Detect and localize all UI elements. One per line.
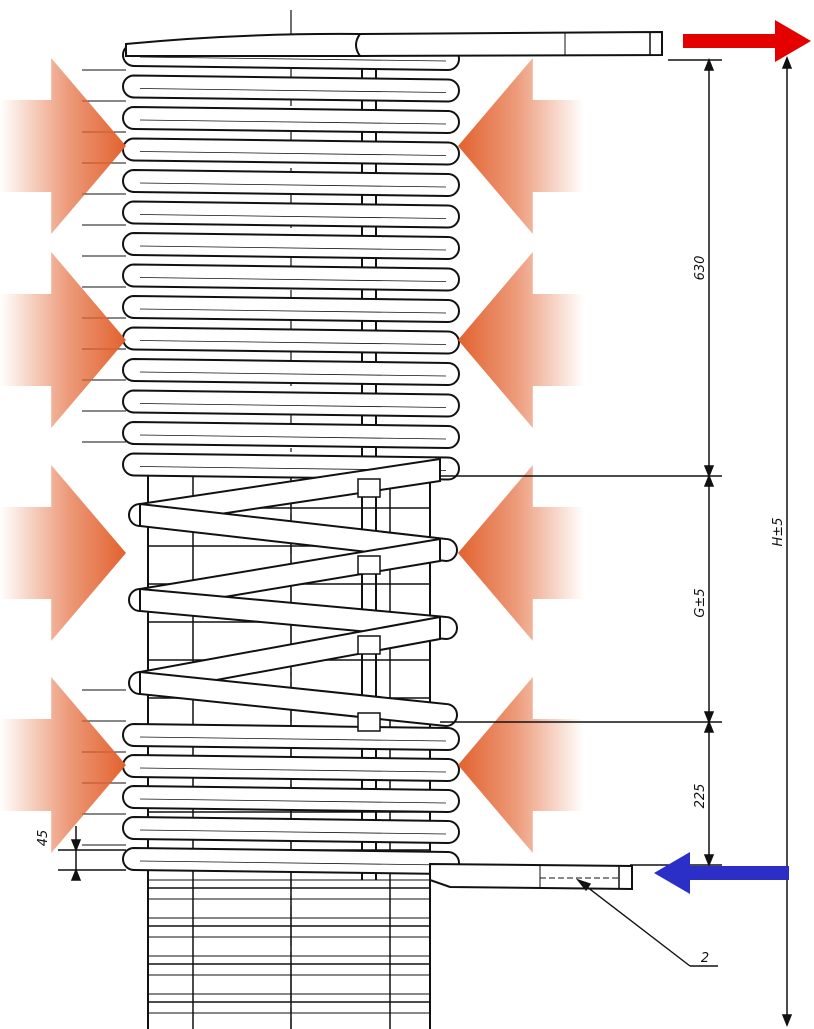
heat-arrow-left-icon bbox=[0, 465, 126, 641]
dimension-label-630: 630 bbox=[693, 256, 708, 281]
coil-turn bbox=[122, 105, 460, 135]
heat-arrow-right-icon bbox=[458, 677, 584, 853]
callout-label-2: 2 bbox=[701, 951, 709, 966]
coil-turn bbox=[122, 263, 460, 292]
coil-turn bbox=[122, 357, 460, 387]
coil-turn bbox=[122, 784, 460, 814]
dimension-label-225: 225 bbox=[693, 784, 708, 809]
dimension-label-g: G±5 bbox=[693, 588, 708, 617]
inlet-flow-arrow-icon bbox=[654, 852, 789, 894]
dimension-label-h: H±5 bbox=[771, 518, 786, 547]
coil-turn bbox=[122, 200, 460, 229]
coil-turn bbox=[122, 846, 460, 876]
heat-flux-arrows bbox=[0, 58, 584, 853]
inlet-pipe bbox=[429, 862, 633, 891]
coil-turn bbox=[122, 722, 460, 752]
riser-joint bbox=[357, 635, 381, 655]
coil-turn bbox=[122, 74, 460, 103]
heat-arrow-right-icon bbox=[458, 252, 584, 428]
coil-turns bbox=[122, 42, 460, 876]
riser-joint bbox=[357, 478, 381, 498]
dimension-lines bbox=[58, 55, 793, 1028]
riser-joint bbox=[357, 555, 381, 575]
coil-turn-open bbox=[139, 502, 458, 563]
coil-turn bbox=[122, 815, 460, 845]
coil-turn-open bbox=[139, 670, 458, 728]
outlet-pipe bbox=[125, 30, 663, 57]
coil-turn bbox=[122, 168, 460, 198]
heat-arrow-right-icon bbox=[458, 465, 584, 641]
heat-arrow-left-icon bbox=[0, 58, 126, 234]
riser-joint bbox=[357, 712, 381, 732]
coil-turn bbox=[122, 326, 460, 355]
coil-turn-open bbox=[139, 587, 458, 641]
heat-arrow-right-icon bbox=[458, 58, 584, 234]
dimension-label-45: 45 bbox=[36, 830, 51, 847]
coil-turn bbox=[122, 389, 460, 418]
coil-turn bbox=[122, 231, 460, 261]
heat-arrow-left-icon bbox=[0, 252, 126, 428]
heat-arrow-left-icon bbox=[0, 677, 126, 853]
coil-turn bbox=[122, 294, 460, 324]
outlet-flow-arrow-icon bbox=[683, 20, 811, 62]
coil-turn bbox=[122, 753, 460, 783]
callout-2 bbox=[575, 878, 718, 967]
coil-turn bbox=[122, 137, 460, 166]
coil-turn bbox=[122, 420, 460, 450]
